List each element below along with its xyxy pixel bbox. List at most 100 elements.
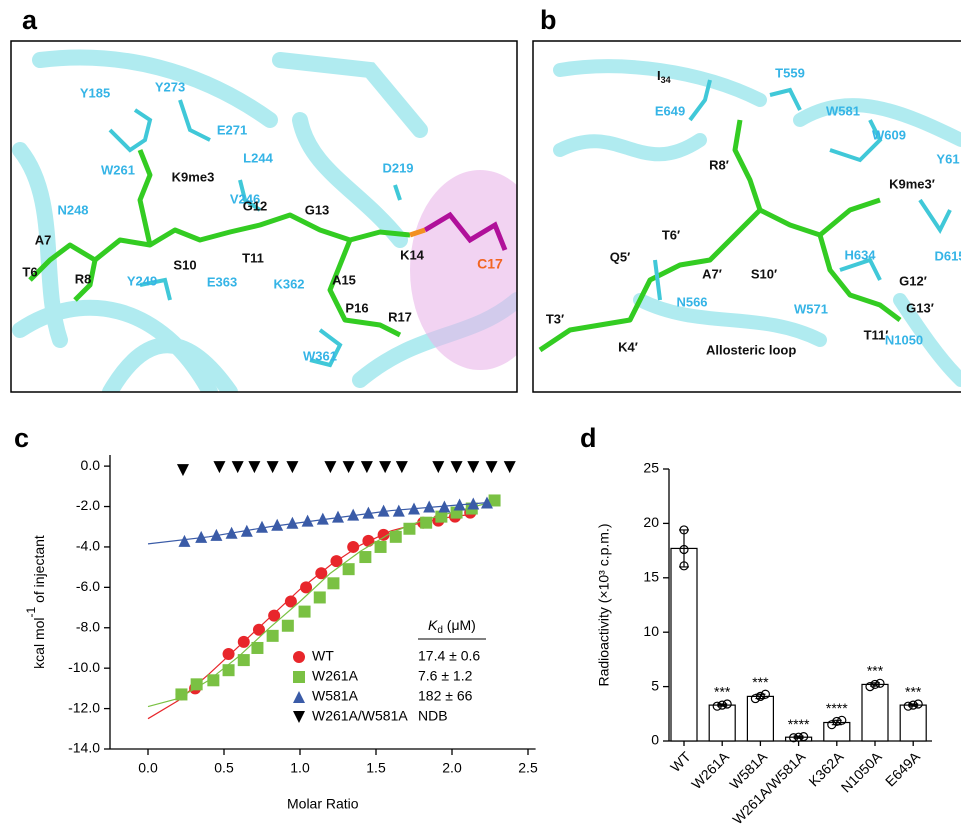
panel-frame <box>532 40 961 393</box>
legend-label: W261A <box>312 668 359 684</box>
legend-label: W261A/W581A <box>312 708 408 724</box>
point <box>315 567 328 580</box>
y-label-sup: -1 <box>24 606 38 617</box>
residue-label: N1050 <box>885 332 923 347</box>
point <box>268 609 281 622</box>
y-tick-label: 10 <box>643 623 659 639</box>
point <box>248 461 261 474</box>
residue-label: W609 <box>872 127 906 142</box>
point <box>377 528 390 541</box>
point <box>251 641 264 654</box>
data-point <box>908 700 918 710</box>
point <box>423 500 436 513</box>
point <box>374 540 387 553</box>
y-tick-label: 5 <box>651 677 659 693</box>
residue-label: A7 <box>35 232 52 247</box>
x-tick-label: 0.5 <box>214 760 234 776</box>
y-tick-label: 15 <box>643 569 659 585</box>
point <box>438 500 451 513</box>
data-point <box>717 700 727 710</box>
data-point <box>722 699 732 709</box>
subunit-label: I34 <box>657 68 671 85</box>
point <box>488 494 501 507</box>
y-label-rest: of injectant <box>31 535 47 607</box>
y-axis-label: kcal mol-1 of injectant <box>24 535 47 669</box>
point <box>403 522 416 535</box>
x-tick-label: 1.0 <box>290 760 310 776</box>
residue-label: L244 <box>243 150 273 165</box>
point <box>467 461 480 474</box>
y-tick-label: -6.0 <box>76 578 100 594</box>
x-tick-label: E649A <box>882 748 924 790</box>
panel-label: b <box>540 5 557 35</box>
x-tick-label: WT <box>667 748 694 775</box>
point <box>485 461 498 474</box>
significance: *** <box>867 662 884 678</box>
bar <box>899 704 927 742</box>
nucleotide-label: C17 <box>477 256 503 272</box>
residue-label: N566 <box>676 294 707 309</box>
point <box>176 464 189 477</box>
point <box>313 591 326 604</box>
residue-label: S10 <box>173 257 196 272</box>
subunit-text: I <box>657 68 661 83</box>
data-point <box>837 715 847 725</box>
residue-label: E271 <box>217 122 247 137</box>
point <box>420 516 433 529</box>
point <box>213 461 226 474</box>
residue-label: T559 <box>775 65 805 80</box>
point <box>377 504 390 517</box>
point <box>453 498 466 511</box>
legend-marker <box>293 651 305 663</box>
annotation: Allosteric loop <box>706 342 796 357</box>
residue-label: T11 <box>242 250 264 265</box>
residue-label: W261 <box>101 162 135 177</box>
residue-label: E363 <box>207 274 237 289</box>
legend-kd: 7.6 ± 1.2 <box>418 668 473 684</box>
legend-kd: NDB <box>418 708 448 724</box>
residue-label: Y61 <box>936 151 959 166</box>
point <box>467 497 480 510</box>
point <box>362 506 375 519</box>
residue-label: A7′ <box>702 266 722 281</box>
bar <box>746 695 775 742</box>
y-tick-label: -12.0 <box>68 699 100 715</box>
significance: **** <box>788 716 810 732</box>
significance: *** <box>752 674 769 690</box>
data-point <box>870 679 880 690</box>
bar <box>708 704 736 742</box>
data-point <box>865 681 875 692</box>
y-tick-label: 0 <box>651 732 659 748</box>
residue-label: V246 <box>230 191 260 206</box>
residue-label: W571 <box>794 301 828 316</box>
residue-label: G12′ <box>899 273 927 288</box>
legend-header-rest: (μM) <box>443 617 476 633</box>
residue-label: G13 <box>305 202 330 217</box>
legend-marker <box>293 691 305 703</box>
data-point <box>712 701 722 711</box>
point <box>271 518 284 531</box>
subunit-sub: 34 <box>661 75 671 85</box>
panel-label: d <box>580 423 597 453</box>
point <box>359 551 372 564</box>
point <box>330 555 343 568</box>
point <box>362 534 375 547</box>
panel-label: c <box>14 423 29 453</box>
residue-label: P16 <box>345 300 368 315</box>
point <box>231 461 244 474</box>
point <box>256 520 268 533</box>
residue-label: K9me3 <box>172 169 215 184</box>
significance: *** <box>714 684 731 700</box>
point <box>347 508 360 521</box>
legend-marker <box>293 711 305 723</box>
residue-label: T3′ <box>546 311 564 326</box>
data-point <box>903 701 913 711</box>
point <box>237 635 250 648</box>
point <box>432 461 445 474</box>
point <box>286 516 299 529</box>
point <box>408 502 420 515</box>
point <box>347 540 360 553</box>
point <box>178 534 191 547</box>
residue-label: Q5′ <box>610 249 630 264</box>
